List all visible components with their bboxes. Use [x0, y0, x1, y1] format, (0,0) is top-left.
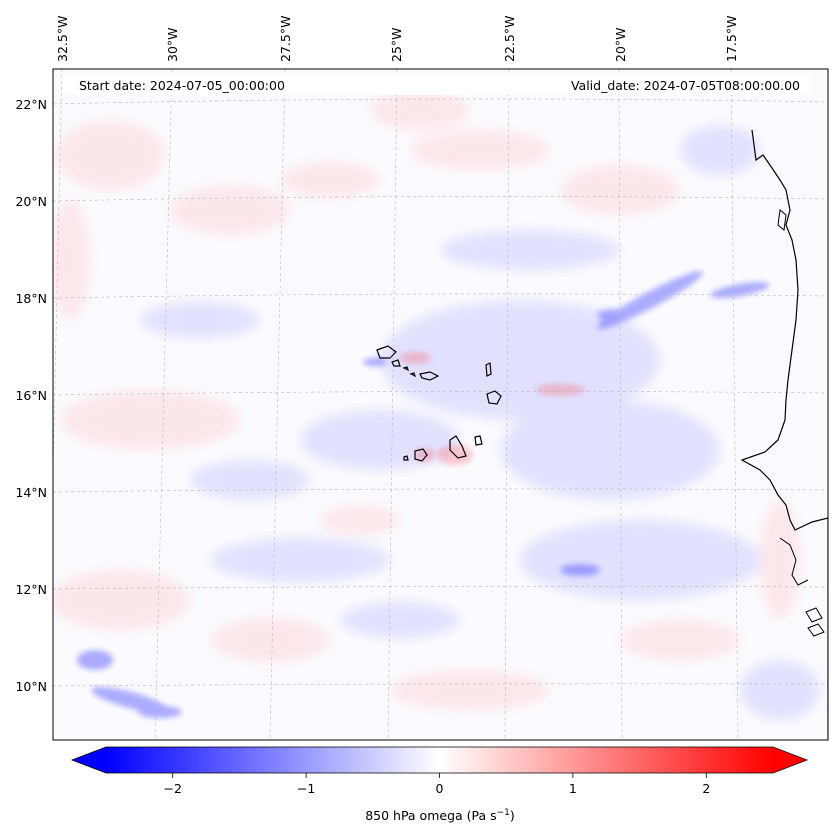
lat-label: 16°N: [15, 388, 47, 403]
island-sao-vicente: [391, 359, 401, 367]
lat-label: 14°N: [15, 485, 47, 500]
map-panel: Start date: 2024-07-05_00:00:00 Valid_da…: [52, 68, 829, 741]
lon-label: 22.5°W: [502, 16, 517, 62]
latitude-labels: 22°N 20°N 18°N 16°N 14°N 12°N 10°N: [15, 97, 47, 694]
coastline-guinea-bissau: [779, 537, 809, 586]
lon-label: 30°W: [165, 27, 180, 62]
island-santiago: [449, 435, 467, 459]
island-sal: [485, 362, 492, 377]
colorbar-tick-label: 2: [702, 781, 710, 796]
colorbar-tick-label: 1: [569, 781, 577, 796]
lon-label: 32.5°W: [55, 16, 70, 62]
longitude-labels: 32.5°W 30°W 27.5°W 25°W 22.5°W 20°W 17.5…: [55, 16, 739, 62]
colorbar-ticks: −2 −1 0 1 2: [163, 773, 710, 796]
island-santo-antao: [376, 345, 397, 359]
colorbar-extend-low: [72, 747, 106, 773]
island-fogo: [414, 448, 428, 462]
island-santa-luzia: [402, 366, 410, 372]
graticule: [53, 69, 828, 740]
coastline-west-africa: [740, 129, 828, 740]
colorbar-extend-high: [773, 747, 807, 773]
colorbar-tick-label: −1: [297, 781, 315, 796]
coastal-island: [777, 209, 787, 231]
map-frame: [52, 68, 829, 741]
valid-date-label: Valid_date: 2024-07-05T08:00:00.00: [571, 78, 800, 93]
lon-label: 17.5°W: [724, 16, 739, 62]
lon-label: 25°W: [389, 27, 404, 62]
lon-label: 20°W: [613, 27, 628, 62]
island-boa-vista: [486, 390, 502, 405]
bijagos-island: [807, 623, 825, 637]
colorbar-tick-label: 0: [436, 781, 444, 796]
island-sao-nicolau: [419, 371, 440, 381]
lat-label: 18°N: [15, 291, 47, 306]
lat-label: 22°N: [15, 97, 47, 112]
colorbar-gradient: [106, 747, 773, 773]
colorbar-tick-label: −2: [163, 781, 181, 796]
lat-label: 10°N: [15, 679, 47, 694]
island-islet: [409, 372, 417, 378]
colorbar-label: 850 hPa omega (Pa s−1): [365, 808, 515, 823]
omega-field: [53, 69, 828, 740]
start-date-label: Start date: 2024-07-05_00:00:00: [79, 78, 285, 93]
header-box: [62, 73, 810, 95]
lat-label: 12°N: [15, 582, 47, 597]
lon-label: 27.5°W: [278, 16, 293, 62]
island-brava: [403, 455, 409, 461]
bijagos-island: [805, 607, 823, 623]
colorbar-outline: [70, 746, 809, 774]
colorbar: −2 −1 0 1 2 850 hPa omega (Pa s−1): [70, 746, 809, 823]
lat-label: 20°N: [15, 194, 47, 209]
island-maio: [474, 435, 483, 446]
cape-verde-islands: [376, 345, 502, 462]
